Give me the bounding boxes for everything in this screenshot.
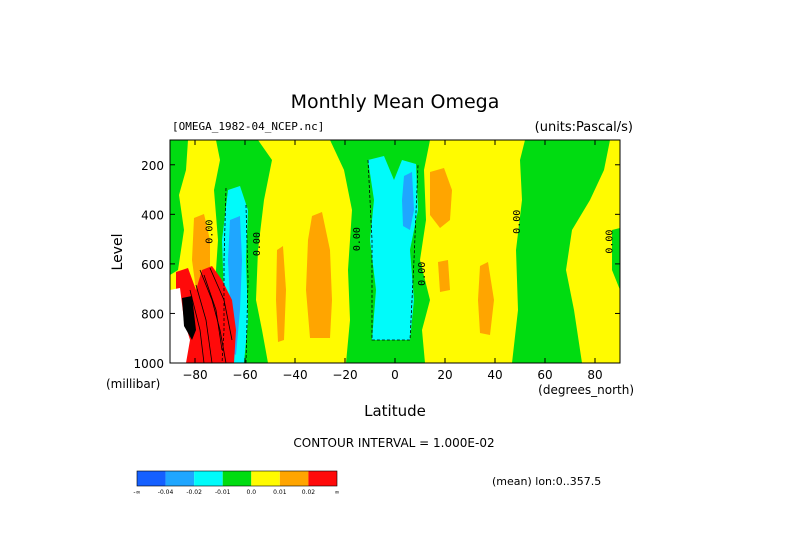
region-blue-tropics (402, 172, 414, 230)
contour-lines (189, 159, 419, 364)
chart-title: Monthly Mean Omega (291, 91, 500, 113)
x-tick-label: 60 (537, 368, 552, 382)
mean-label: (mean) lon:0..357.5 (492, 475, 601, 488)
region-green-south-edge (170, 140, 188, 275)
x-tick-label: −80 (182, 368, 207, 382)
colorbar-swatch (222, 471, 252, 486)
colorbar-swatch (137, 471, 166, 486)
region-orange-north (478, 262, 494, 335)
region-orange-south-mid (276, 246, 286, 342)
x-tick-label: −60 (232, 368, 257, 382)
colorbar-label: 0.02 (302, 489, 316, 496)
x-tick-label: 20 (437, 368, 452, 382)
y-tick-label: 200 (141, 159, 164, 173)
region-red-antarctic (176, 266, 236, 363)
y-axis: 200 400 600 800 1000 (133, 159, 620, 371)
contour-line (367, 159, 419, 341)
colorbar-label: 0.01 (273, 489, 287, 496)
colorbar-label: -0.04 (158, 489, 174, 496)
contour-label: 0.00 (512, 210, 523, 234)
contour-line (245, 204, 249, 364)
x-unit-label: (degrees_north) (538, 383, 634, 397)
contour-label: 0.00 (352, 227, 363, 251)
y-tick-label: 800 (141, 307, 164, 321)
contour-interval-label: CONTOUR INTERVAL = 1.000E-02 (293, 436, 494, 450)
contour-line (189, 289, 205, 364)
region-white-antarctic (170, 288, 190, 363)
colorbar-label: -0.01 (215, 489, 231, 496)
dataset-label: [OMEGA_1982-04_NCEP.nc] (172, 120, 324, 133)
x-axis: −80 −60 −40 −20 0 20 40 60 80 (182, 140, 603, 382)
contour-line (199, 269, 227, 364)
contour-labels: 0.00 0.00 0.00 0.00 0.00 0.00 (205, 210, 616, 286)
region-green-north (512, 140, 610, 363)
colorbar-frame (136, 470, 338, 487)
colorbar-swatch (251, 471, 280, 486)
contour-label: 0.00 (605, 230, 616, 254)
plot-area: 0.00 0.00 0.00 0.00 0.00 0.00 (169, 139, 621, 364)
colorbar-swatch (165, 471, 195, 486)
colorbar: -∞ -0.04 -0.02 -0.01 0.0 0.01 0.02 ∞ (133, 470, 340, 496)
colorbar-label: ∞ (335, 489, 340, 496)
contour-line (203, 274, 223, 351)
contour-fills (170, 140, 620, 363)
colorbar-label: -0.02 (186, 489, 202, 496)
region-green-north-edge (612, 228, 620, 290)
x-tick-label: 40 (487, 368, 502, 382)
contour-line (195, 284, 213, 364)
y-unit-label: (millibar) (106, 377, 160, 391)
contour-line (221, 187, 227, 364)
units-label: (units:Pascal/s) (535, 120, 633, 135)
y-axis-title: Level (110, 234, 126, 271)
colorbar-label: 0.0 (247, 489, 257, 496)
contour-line (209, 267, 233, 341)
region-orange-north-2 (438, 260, 450, 292)
colorbar-swatch (308, 471, 337, 486)
y-tick-label: 600 (141, 258, 164, 272)
colorbar-swatch (194, 471, 223, 486)
contour-label: 0.00 (252, 232, 263, 256)
x-axis-title: Latitude (364, 402, 426, 420)
contour-label: 0.00 (417, 262, 428, 286)
x-tick-label: −20 (332, 368, 357, 382)
colorbar-swatch (279, 471, 309, 486)
region-orange-tropics-north (430, 168, 452, 228)
contour-label: 0.00 (205, 220, 216, 244)
region-orange-midlat (306, 212, 332, 338)
region-black-antarctic (182, 296, 196, 340)
y-tick-label: 1000 (133, 357, 164, 371)
x-tick-label: 80 (587, 368, 602, 382)
x-tick-label: −40 (282, 368, 307, 382)
x-tick-label: 0 (391, 368, 399, 382)
y-tick-label: 400 (141, 208, 164, 222)
colorbar-label: -∞ (133, 489, 140, 496)
